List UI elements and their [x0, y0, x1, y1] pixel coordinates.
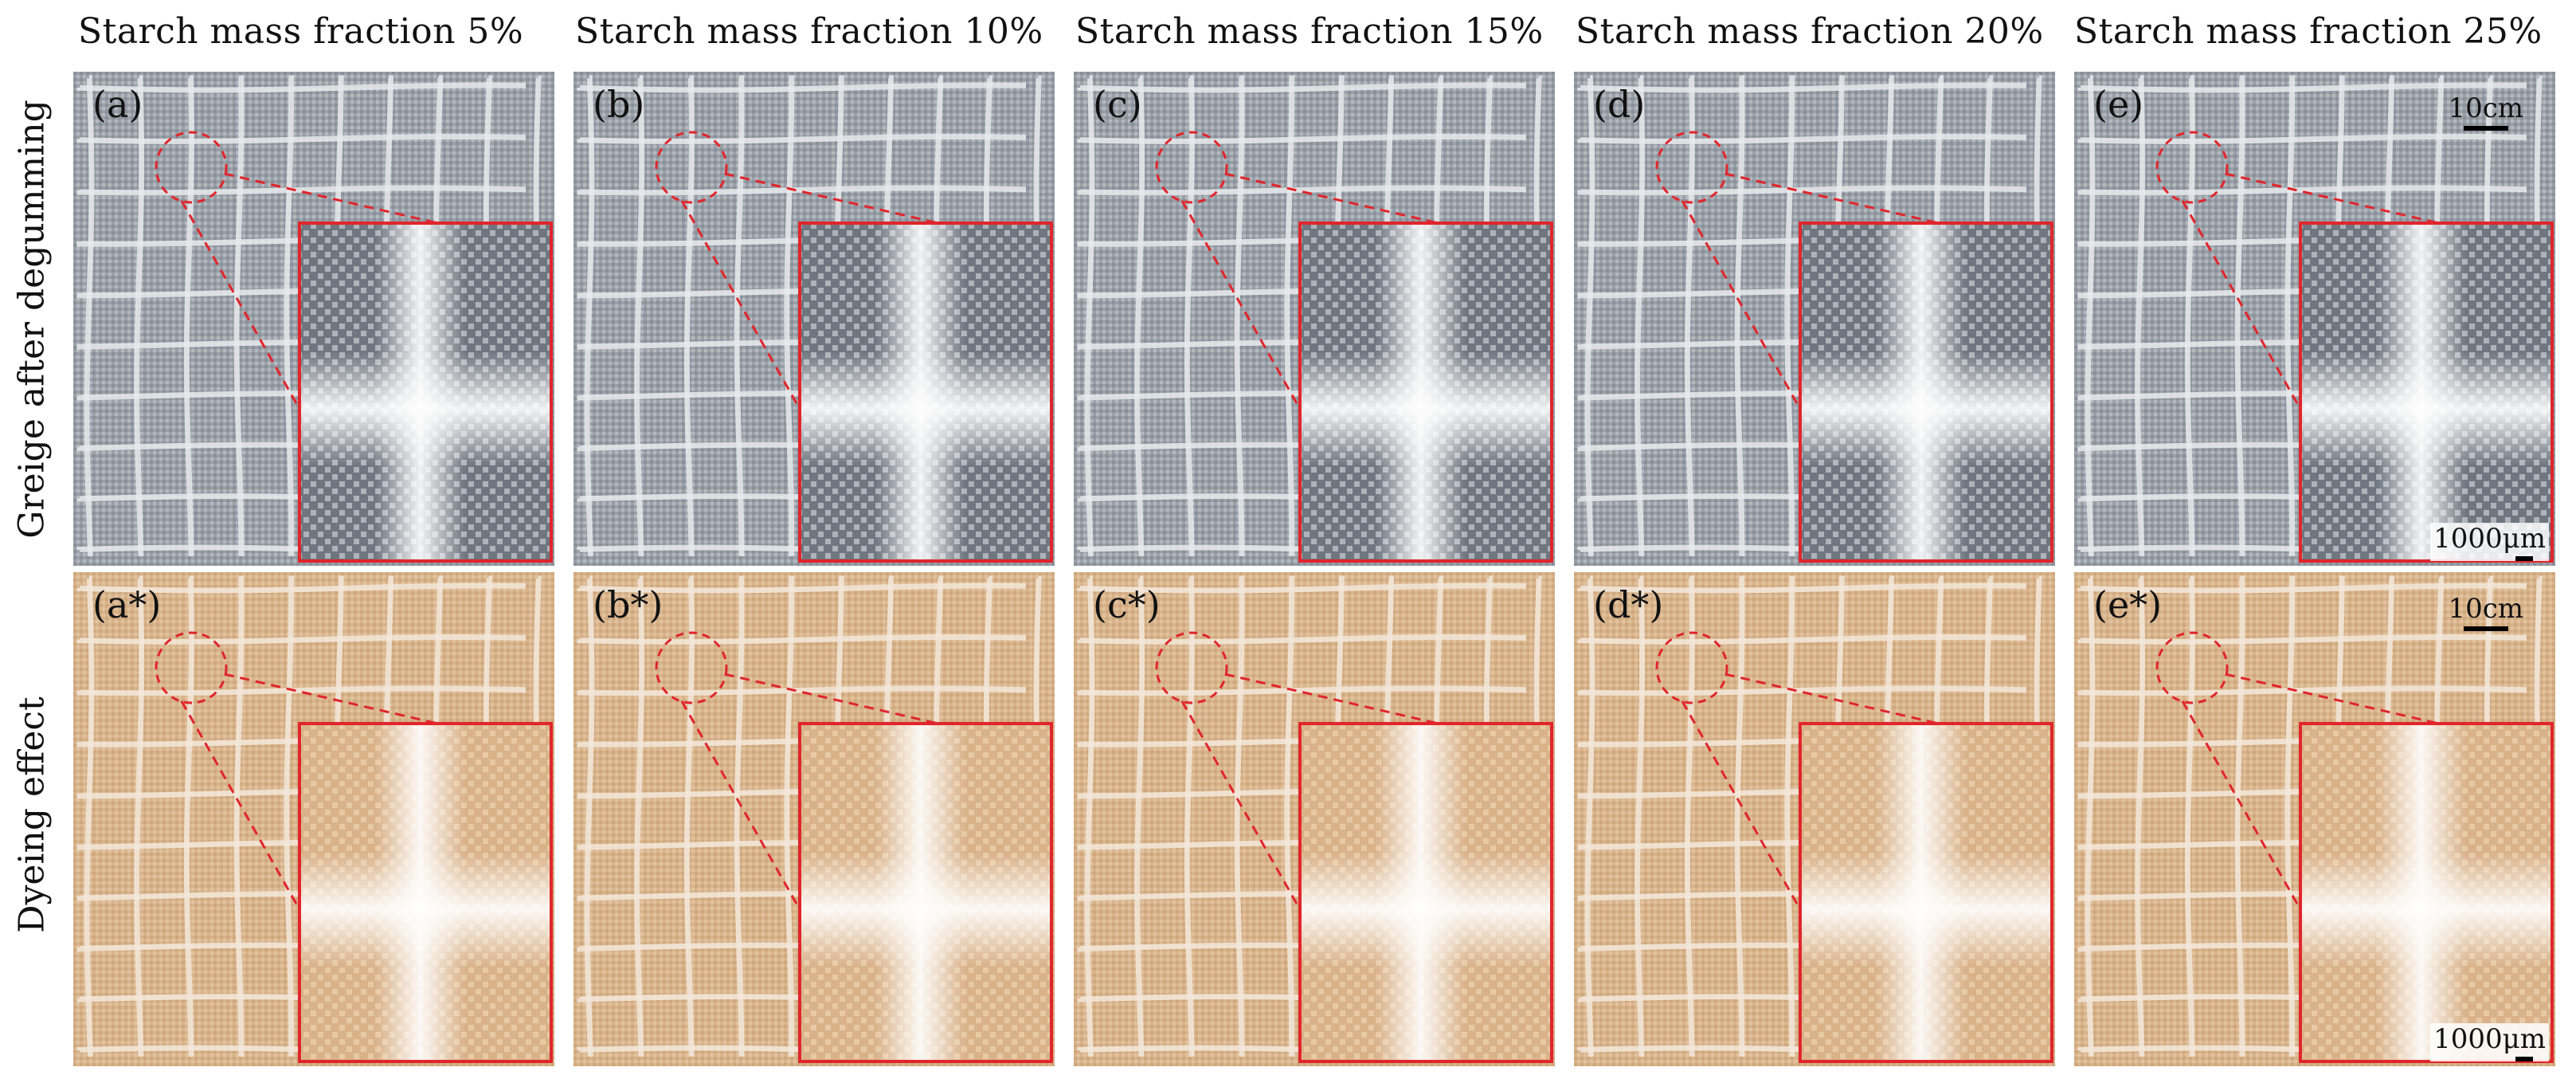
panel-label-e: (e): [2093, 83, 2144, 126]
panel-label-c: (c): [1093, 83, 1142, 126]
column-header-20: Starch mass fraction 20%: [1576, 11, 2044, 52]
panel-d-star: (d*): [1574, 572, 2055, 1066]
column-header-5: Starch mass fraction 5%: [78, 11, 524, 52]
panel-label-d-star: (d*): [1593, 583, 1664, 626]
fabric-photo: [73, 572, 554, 1066]
zoom-inset: [1298, 222, 1553, 563]
panel-c-star: (c*): [1074, 572, 1555, 1066]
scale-bar-inset: 1000μm: [2430, 523, 2549, 561]
fabric-photo: [1074, 572, 1555, 1066]
highlight-circle: [2155, 131, 2229, 204]
highlight-circle: [1655, 631, 1728, 704]
panel-a-star: (a*): [73, 572, 554, 1066]
panel-c: (c): [1074, 72, 1555, 566]
fabric-photo: [1574, 72, 2055, 566]
panel-label-e-star: (e*): [2093, 583, 2163, 626]
zoom-inset: [1799, 222, 2053, 563]
highlight-circle: [655, 631, 728, 704]
panel-label-c-star: (c*): [1093, 583, 1161, 626]
panel-label-a-star: (a*): [92, 583, 162, 626]
zoom-inset: [1298, 722, 1553, 1063]
zoom-inset: [2299, 722, 2554, 1063]
scale-bar-inset-line: [2515, 1057, 2533, 1061]
panel-label-a: (a): [92, 83, 143, 126]
panel-a: (a): [73, 72, 554, 566]
scale-bar-fabric-e-star-label: 10cm: [2448, 593, 2523, 625]
zoom-inset: [298, 222, 553, 563]
column-header-25: Starch mass fraction 25%: [2074, 11, 2543, 52]
zoom-inset: [1799, 722, 2053, 1063]
zoom-inset: [298, 722, 553, 1063]
row-label-dyeing-text: Dyeing effect: [11, 696, 53, 933]
scale-bar-fabric-e-star: 10cm: [2448, 593, 2523, 631]
scale-bar-fabric-e-star-line: [2463, 626, 2508, 631]
highlight-circle: [1155, 631, 1228, 704]
fabric-photo: [2074, 72, 2555, 566]
zoom-inset: [798, 722, 1053, 1063]
scale-bar-inset-label: 1000μm: [2433, 1023, 2546, 1055]
scale-bar-fabric-e-line: [2463, 126, 2508, 131]
fabric-photo: [2074, 572, 2555, 1066]
highlight-circle: [2155, 631, 2229, 704]
scale-bar-inset-label: 1000μm: [2433, 523, 2546, 555]
highlight-circle: [155, 131, 228, 204]
column-header-15: Starch mass fraction 15%: [1075, 11, 1544, 52]
scale-bar-fabric-e: 10cm: [2448, 92, 2523, 131]
column-header-10: Starch mass fraction 10%: [575, 11, 1043, 52]
panel-label-d: (d): [1593, 83, 1646, 126]
panel-e-star: (e*) 10cm 1000μm: [2074, 572, 2555, 1066]
row-label-greige-text: Greige after degumming: [11, 99, 53, 539]
highlight-circle: [655, 131, 728, 204]
fabric-photo: [1574, 572, 2055, 1066]
panel-label-b-star: (b*): [593, 583, 664, 626]
highlight-circle: [155, 631, 228, 704]
zoom-inset: [2299, 222, 2554, 563]
zoom-inset: [798, 222, 1053, 563]
highlight-circle: [1655, 131, 1728, 204]
row-label-greige: Greige after degumming: [0, 72, 64, 566]
row-label-dyeing: Dyeing effect: [0, 567, 64, 1061]
scale-bar-inset: 1000μm: [2430, 1023, 2549, 1061]
scale-bar-inset-line: [2515, 556, 2533, 561]
fabric-photo: [1074, 72, 1555, 566]
highlight-circle: [1155, 131, 1228, 204]
panel-b-star: (b*): [574, 572, 1055, 1066]
panel-e: (e) 10cm 1000μm: [2074, 72, 2555, 566]
fabric-photo: [574, 72, 1055, 566]
panel-label-b: (b): [593, 83, 645, 126]
fabric-photo: [574, 572, 1055, 1066]
panel-d: (d): [1574, 72, 2055, 566]
fabric-photo: [73, 72, 554, 566]
panel-b: (b): [574, 72, 1055, 566]
scale-bar-fabric-e-label: 10cm: [2448, 92, 2523, 124]
